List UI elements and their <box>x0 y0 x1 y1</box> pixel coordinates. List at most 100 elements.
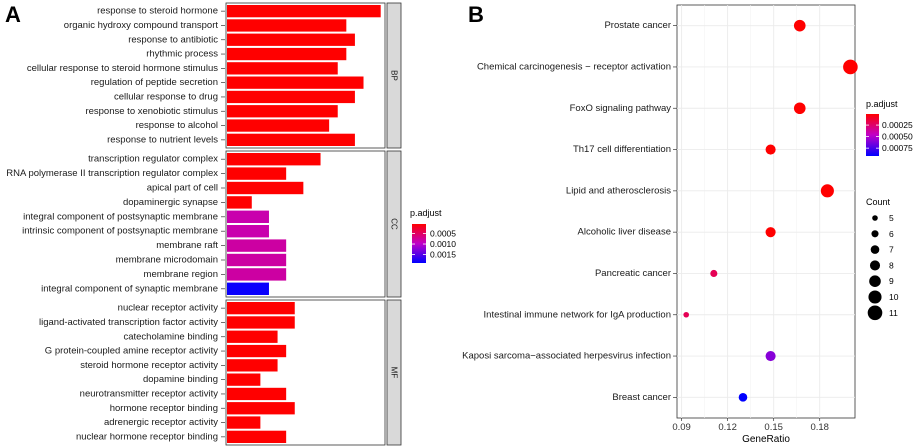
bar <box>227 402 295 415</box>
size-key-label: 10 <box>889 292 899 302</box>
x-tick-label: 0.09 <box>672 422 691 433</box>
pathway-label: FoxO signaling pathway <box>570 103 672 114</box>
bar <box>227 105 338 118</box>
size-key-dot <box>869 260 881 271</box>
bar <box>227 210 269 223</box>
bar <box>227 19 347 32</box>
bar-label: hormone receptor binding <box>110 403 218 414</box>
bar <box>227 196 252 209</box>
facet-strip-label: BP <box>390 70 399 81</box>
bar-label: organic hydroxy compound transport <box>64 20 219 31</box>
bar <box>227 33 355 46</box>
size-key-dot <box>871 230 879 238</box>
bar-label: ligand-activated transcription factor ac… <box>39 317 218 328</box>
bar <box>227 181 304 195</box>
size-key-label: 6 <box>889 229 894 239</box>
bar <box>227 387 287 401</box>
pathway-label: Lipid and atherosclerosis <box>566 185 671 196</box>
bar-label: nuclear receptor activity <box>118 303 219 314</box>
bar-label: rhythmic process <box>146 49 218 60</box>
bar <box>227 268 287 281</box>
bar-label: response to alcohol <box>136 120 218 131</box>
bar <box>227 133 355 146</box>
bar <box>227 416 261 429</box>
bar-label: regulation of peptide secretion <box>91 77 218 88</box>
dot <box>843 59 858 75</box>
x-axis-title: GeneRatio <box>742 434 790 445</box>
bar-label: response to steroid hormone <box>97 6 218 17</box>
bar-label: response to nutrient levels <box>107 134 218 145</box>
facet-cc: CC transcription regulator complex RNA pol… <box>6 150 402 298</box>
colorbar-label: 0.0005 <box>430 228 456 238</box>
facet-mf: MF nuclear receptor activity ligand-activa… <box>39 299 402 446</box>
pathway-label: Kaposi sarcoma−associated herpesvirus in… <box>462 351 671 362</box>
size-key-dot <box>868 290 882 304</box>
dot <box>765 227 776 238</box>
pathway-label: Th17 cell differentiation <box>573 144 671 155</box>
bar-label: RNA polymerase II transcription regulato… <box>6 168 218 179</box>
facet-strip <box>386 2 402 149</box>
pathway-label: Pancreatic cancer <box>595 268 671 279</box>
colorbar-label: 0.0010 <box>430 239 456 249</box>
bar-label: integral component of postsynaptic membr… <box>23 211 218 222</box>
dot <box>765 144 776 155</box>
bar <box>227 5 381 18</box>
size-key-label: 11 <box>889 308 898 318</box>
pathway-label: Chemical carcinogenesis − receptor activ… <box>477 61 671 72</box>
facet-strip <box>386 299 402 446</box>
colorbar <box>412 224 426 263</box>
facet-strip <box>386 150 402 298</box>
legend-title: p.adjust <box>410 208 442 218</box>
bar <box>227 430 287 443</box>
dot <box>793 19 806 32</box>
bar <box>227 239 287 252</box>
colorbar <box>866 114 879 156</box>
bar <box>227 167 287 180</box>
size-key-dot <box>867 305 883 321</box>
size-key-label: 9 <box>889 276 894 286</box>
bar <box>227 344 287 358</box>
bar-label: intrinsic component of postsynaptic memb… <box>22 226 218 237</box>
pathway-label: Prostate cancer <box>604 20 671 31</box>
x-tick-label: 0.12 <box>718 422 737 433</box>
bar-label: dopamine binding <box>143 374 218 385</box>
dot <box>683 311 690 318</box>
bar-label: integral component of synaptic membrane <box>41 283 218 294</box>
colorbar-label: 0.00025 <box>882 120 913 130</box>
bar-label: nuclear hormone receptor binding <box>76 431 218 442</box>
size-key-label: 7 <box>889 245 894 255</box>
count-size-legend: Count 5 6 7 8 9 10 11 <box>866 197 899 321</box>
bar <box>227 373 261 386</box>
bar <box>227 225 269 238</box>
bar <box>227 153 321 166</box>
dot <box>738 393 748 402</box>
size-key-dot <box>870 245 880 254</box>
bar <box>227 62 338 75</box>
bar <box>227 253 287 267</box>
bar <box>227 90 355 104</box>
bar-label: membrane raft <box>156 240 218 251</box>
bar <box>227 76 364 89</box>
bar <box>227 330 278 343</box>
bar <box>227 47 347 61</box>
legend-title: p.adjust <box>866 99 898 109</box>
bar-label: membrane region <box>144 269 218 280</box>
plot-frame <box>676 4 856 419</box>
size-key-dot <box>869 275 881 288</box>
pathway-label: Breast cancer <box>612 392 671 403</box>
bar-label: cellular response to steroid hormone sti… <box>27 63 218 74</box>
facet-strip-label: MF <box>390 367 399 379</box>
panel-b-letter: B <box>468 2 484 27</box>
bar-label: dopaminergic synapse <box>123 197 218 208</box>
bar-label: cellular response to drug <box>114 91 218 102</box>
bar <box>227 316 295 329</box>
facet-bp: BP response to steroid hormone organic hyd… <box>27 2 402 149</box>
colorbar-label: 0.0015 <box>430 250 456 260</box>
bar <box>227 359 278 372</box>
size-key-label: 8 <box>889 260 894 270</box>
x-tick-label: 0.15 <box>764 422 783 433</box>
bar-label: adrenergic receptor activity <box>104 417 218 428</box>
